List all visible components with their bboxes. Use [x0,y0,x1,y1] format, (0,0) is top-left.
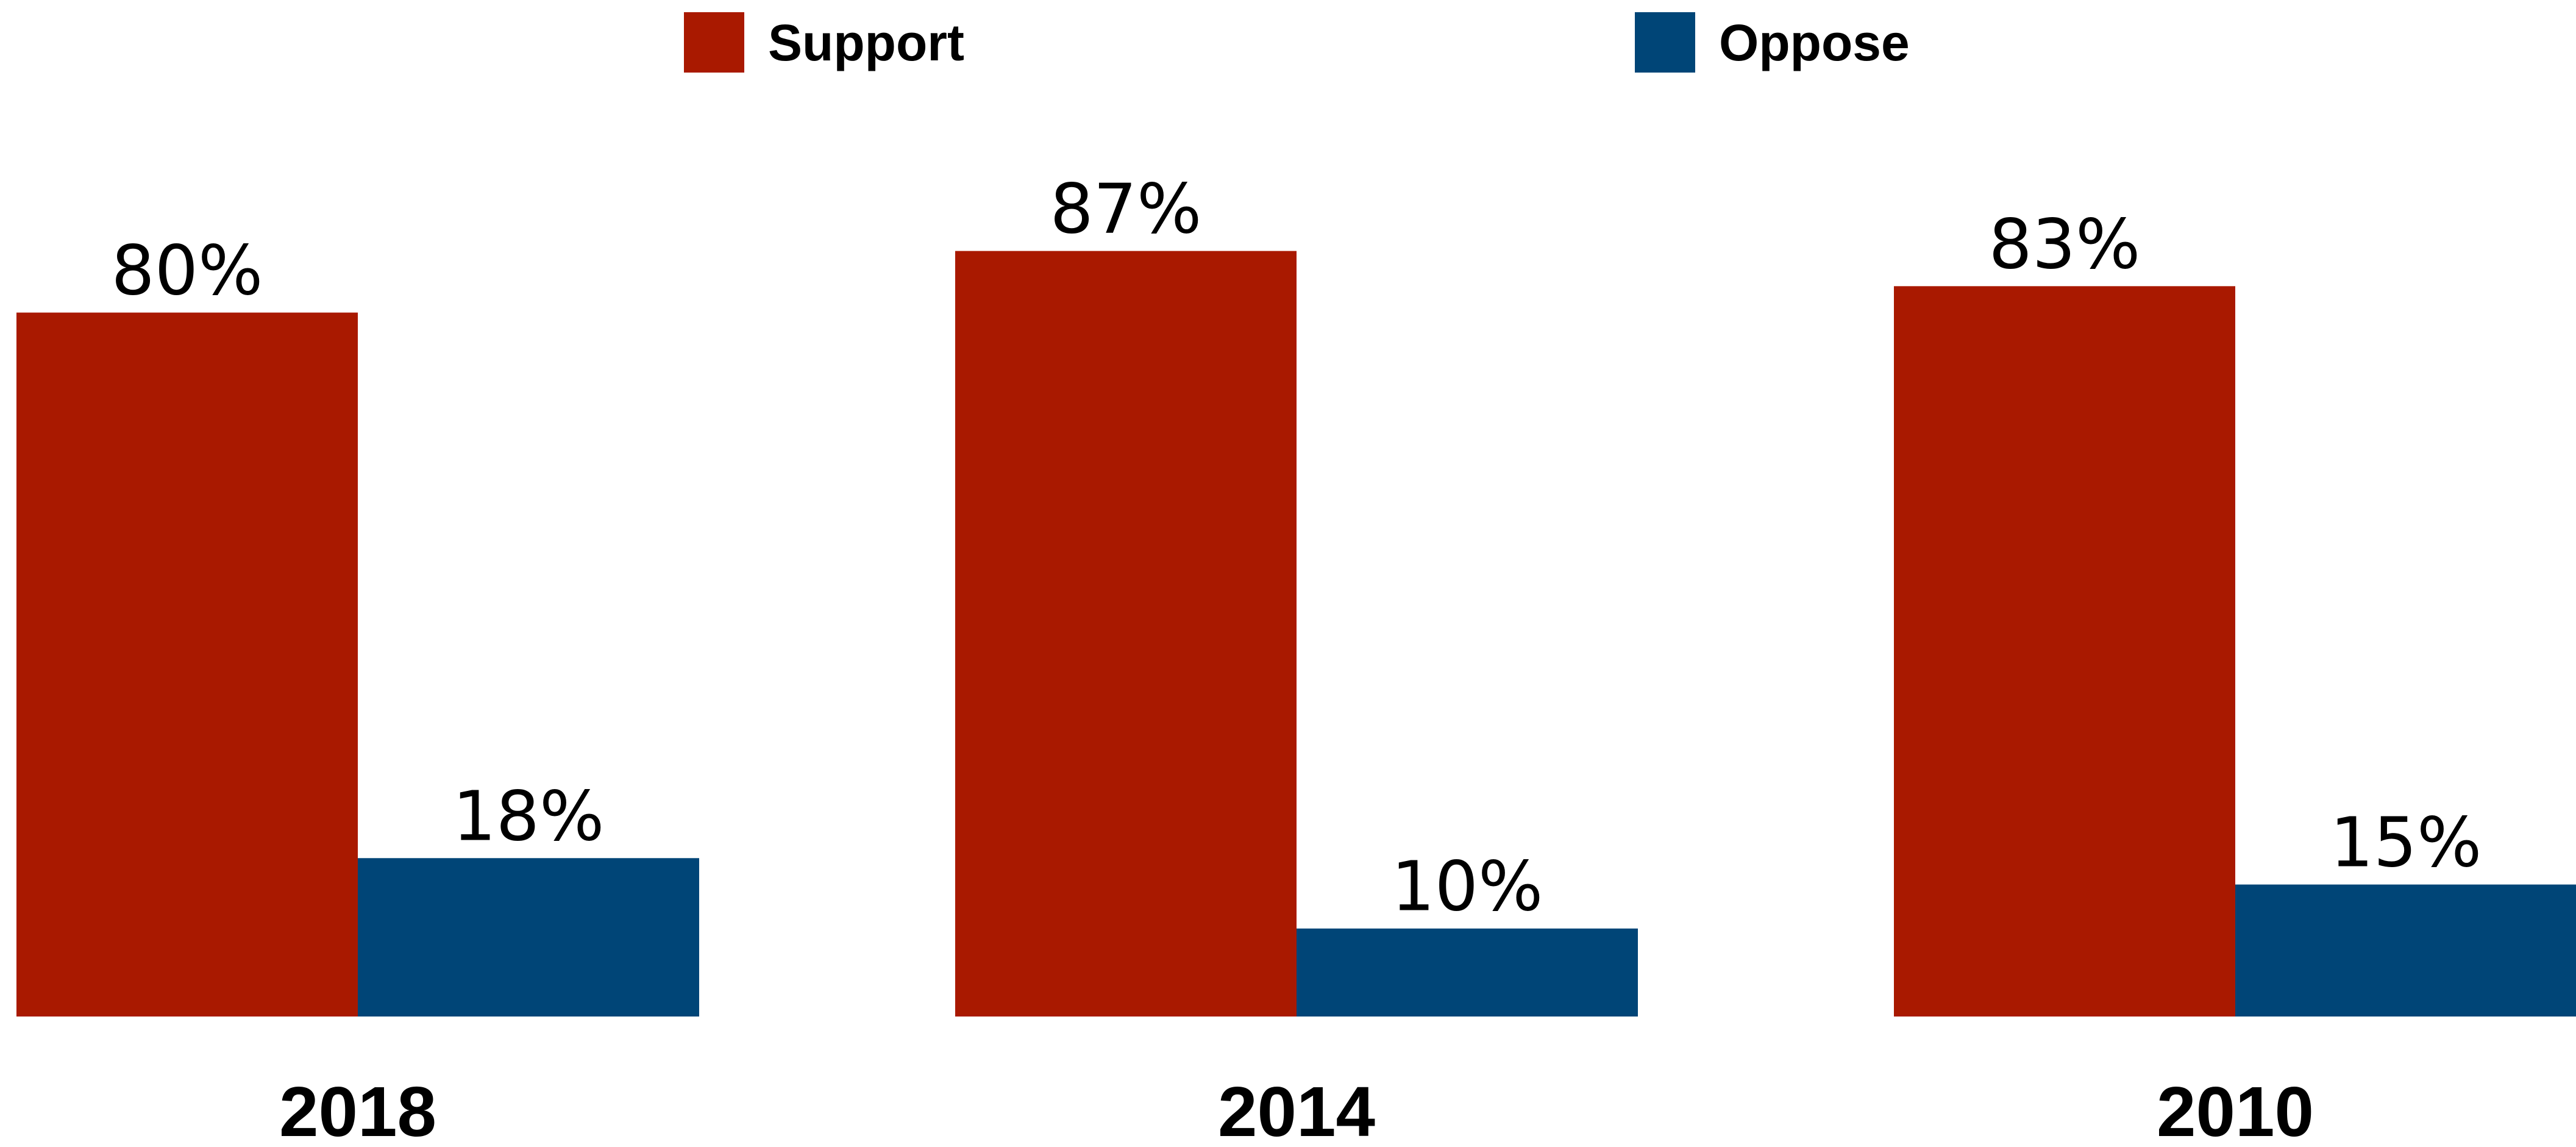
data-label-oppose-2014: 10% [1392,848,1543,927]
legend: Support Oppose [684,12,1910,73]
x-tick-label-2018: 2018 [279,1072,436,1147]
bar-support-2014 [955,251,1297,1017]
legend-label-support: Support [768,14,964,71]
bars [16,251,2576,1017]
data-label-support-2018: 80% [112,232,263,311]
bar-oppose-2018 [358,858,699,1017]
bar-support-2010 [1894,286,2235,1017]
bar-support-2018 [16,312,358,1017]
x-axis-tick-labels: 2018 2014 2010 [279,1072,2314,1147]
bar-oppose-2010 [2235,884,2576,1017]
data-label-oppose-2018: 18% [453,777,605,856]
bar-oppose-2014 [1297,928,1638,1017]
legend-swatch-support [684,12,744,73]
data-label-oppose-2010: 15% [2330,804,2482,883]
x-tick-label-2014: 2014 [1218,1072,1375,1147]
legend-swatch-oppose [1635,12,1695,73]
data-label-support-2014: 87% [1050,170,1202,249]
x-tick-label-2010: 2010 [2157,1072,2314,1147]
legend-label-oppose: Oppose [1719,14,1910,71]
data-label-support-2010: 83% [1989,205,2141,284]
value-labels: 80% 18% 87% 10% 83% 15% [112,170,2482,927]
